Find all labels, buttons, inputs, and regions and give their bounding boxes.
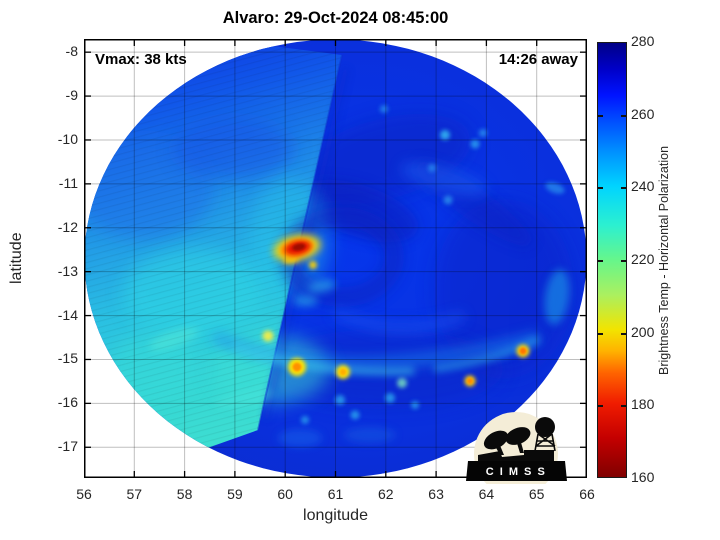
x-tick-label: 58: [176, 486, 193, 502]
x-tick-label: 66: [579, 486, 595, 502]
y-tick-label: -9: [65, 87, 78, 104]
colorbar-tick-mark: [598, 260, 603, 262]
eta-annotation: 14:26 away: [498, 51, 578, 68]
y-axis-label: latitude: [8, 232, 25, 285]
colorbar-tick-mark: [598, 187, 603, 190]
x-tick-label: 64: [478, 486, 495, 502]
logo-text: C I M S S: [486, 466, 547, 478]
logo-banner: [466, 461, 567, 481]
x-tick-label: 61: [327, 486, 344, 502]
x-axis-label: longitude: [303, 507, 368, 524]
axis-tick-marks: [84, 40, 587, 477]
colorbar-tick-mark: [598, 114, 603, 117]
colorbar-tick-label: 260: [631, 105, 655, 122]
grid-lines: [84, 39, 587, 478]
x-tick-label: 60: [277, 486, 293, 502]
vmax-annotation: Vmax: 38 kts: [95, 51, 187, 68]
colorbar-label: Brightness Temp - Horizontal Polarizatio…: [657, 145, 671, 375]
y-tick-label: -14: [57, 306, 78, 323]
colorbar-tick-label: 180: [631, 396, 655, 413]
plot-title: Alvaro: 29-Oct-2024 08:45:00: [222, 9, 449, 27]
colorbar-tick-mark: [621, 332, 626, 335]
x-tick-label: 63: [428, 486, 444, 502]
x-tick-label: 59: [227, 486, 243, 502]
colorbar-tick-mark: [621, 187, 626, 190]
axes-frame: [84, 39, 587, 478]
y-tick-label: -15: [57, 350, 78, 367]
y-tick-label: -8: [65, 43, 78, 60]
water-tower-icon: [534, 417, 556, 452]
swath-image-plot: [84, 39, 587, 478]
y-tick-label: -17: [57, 438, 78, 455]
colorbar-tick-label: 220: [631, 251, 655, 267]
satellite-dish-icon: [505, 427, 531, 445]
colorbar-tick-mark: [621, 260, 626, 262]
y-tick-label: -11: [58, 174, 78, 191]
colorbar-tick-mark: [598, 405, 603, 408]
colorbar-tick-mark: [621, 114, 626, 117]
y-tick-label: -13: [57, 262, 78, 279]
colorbar-tick-label: 160: [631, 469, 655, 485]
x-tick-label: 62: [378, 486, 394, 502]
colorbar-tick-mark: [621, 405, 626, 408]
x-tick-label: 56: [76, 486, 92, 502]
y-tick-label: -16: [57, 394, 78, 411]
colorbar: [597, 42, 627, 478]
colorbar-tick-label: 280: [631, 33, 655, 49]
colorbar-tick-label: 200: [631, 323, 655, 340]
colorbar-tick-label: 240: [631, 178, 655, 195]
x-tick-label: 57: [126, 486, 143, 502]
cimss-logo: C I M S S: [466, 412, 567, 484]
y-tick-label: -10: [57, 130, 78, 147]
deep-convection-core: [273, 234, 321, 264]
satellite-dish-icon: [483, 430, 509, 450]
x-tick-label: 65: [528, 486, 545, 502]
y-tick-label: -12: [57, 218, 78, 235]
colorbar-tick-mark: [598, 332, 603, 335]
